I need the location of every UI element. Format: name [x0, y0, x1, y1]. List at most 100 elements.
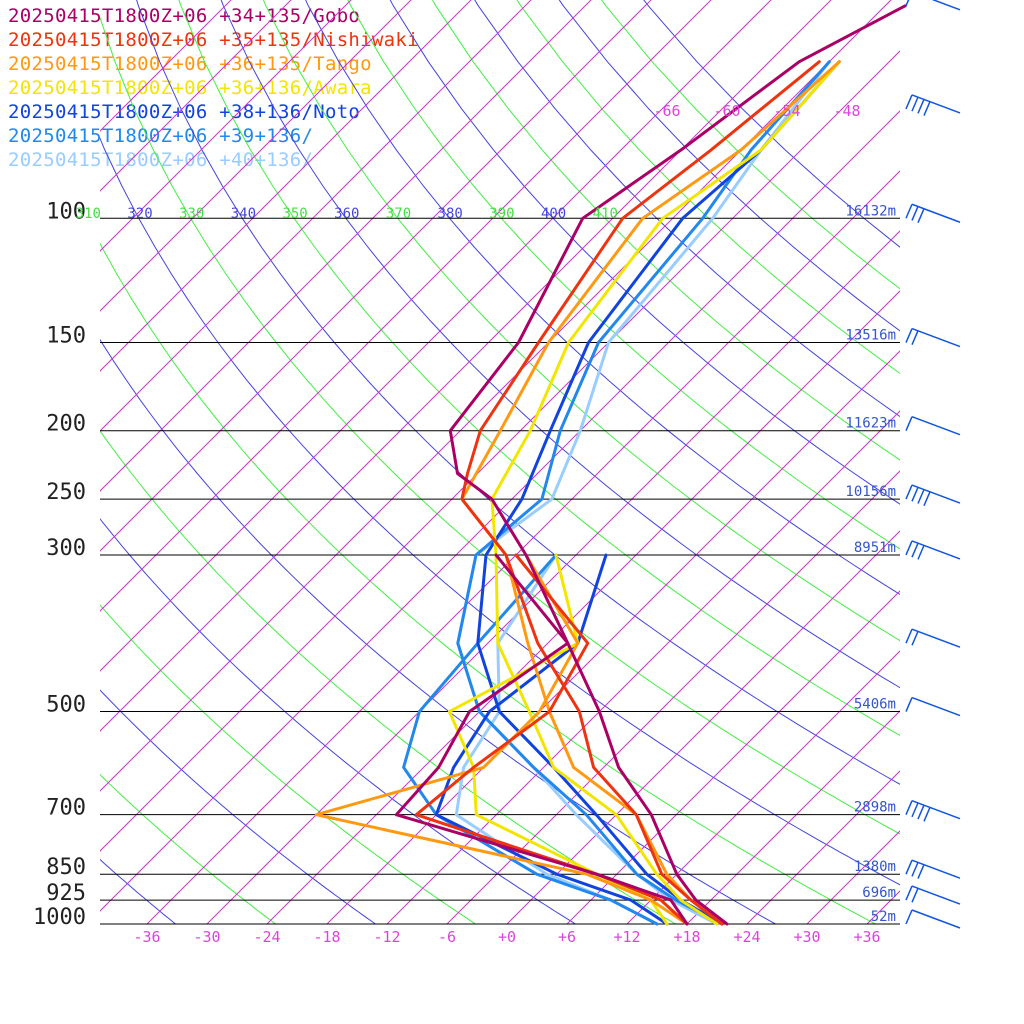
wind-barb-feather [905, 885, 913, 901]
pressure-lines [100, 217, 900, 925]
isotherm-line [100, 0, 352, 252]
wind-barb-staff [931, 0, 961, 11]
x-tick-label: +36 [853, 928, 880, 946]
x-tick-label: -18 [313, 928, 340, 946]
wind-barb-feather [905, 800, 913, 815]
height-label: 16132m [845, 203, 896, 219]
isotherm-line [326, 350, 900, 924]
isotherm-line [566, 590, 900, 924]
theta-label: 320 [127, 206, 152, 222]
theta-label: 380 [438, 206, 463, 222]
dry-adiabat-line [389, 0, 900, 505]
dewpoint-trace [414, 553, 689, 926]
theta-label: 330 [179, 206, 204, 222]
dry-adiabat-line [431, 0, 900, 461]
wind-barb-staff [911, 416, 961, 436]
pressure-tick-label: 500 [46, 693, 86, 718]
isotherm-label: -48 [833, 102, 860, 120]
wind-barb-staff [911, 799, 961, 820]
theta-label: 340 [231, 206, 256, 222]
isotherm-label: -66 [653, 102, 680, 120]
dry-adiabat-line [100, 689, 377, 924]
height-label: 10156m [845, 484, 896, 500]
dry-adiabat-line [262, 0, 900, 642]
wind-barb-staff [911, 909, 961, 929]
dewpoint-trace [402, 553, 659, 926]
wind-barb-staff [911, 484, 961, 504]
wind-barb-feather [905, 203, 913, 219]
legend-entry: 20250415T1800Z+06 +39+136/ [8, 125, 314, 147]
wind-barb-staff [911, 94, 961, 114]
isotherm-line [100, 0, 292, 192]
x-tick-label: +30 [793, 928, 820, 946]
x-tick-label: +0 [498, 928, 516, 946]
isotherm-line [987, 0, 1024, 924]
wind-barb-feather [911, 96, 919, 112]
axis-labels: 100 16132m 150 13516m 200 11623m 250 10156m 300 8… [33, 102, 896, 946]
dewpoint-trace [394, 553, 689, 926]
temperature-trace [490, 60, 841, 926]
dry-adiabat-line [136, 0, 900, 785]
wind-barb-feather [905, 628, 913, 644]
wind-barb-feather [911, 542, 919, 558]
isotherm-line [626, 650, 900, 924]
wind-barb-feather [911, 802, 919, 818]
wind-barb-staff [911, 327, 961, 348]
isotherm-line [866, 890, 900, 924]
x-tick-label: +24 [733, 928, 760, 946]
x-tick-label: -24 [253, 928, 280, 946]
pressure-tick-label: 250 [46, 480, 86, 505]
wind-barb-feather [923, 101, 931, 116]
pressure-tick-label: 100 [46, 199, 86, 224]
theta-label: 360 [334, 206, 359, 222]
isotherm-line [100, 0, 532, 432]
x-tick-label: +12 [613, 928, 640, 946]
isotherm-line [100, 0, 472, 372]
pressure-tick-label: 300 [46, 536, 86, 561]
theta-label: 350 [282, 206, 307, 222]
wind-barb-feather [917, 804, 925, 820]
wind-barbs [905, 0, 961, 929]
wind-barb-staff [911, 859, 961, 879]
x-tick-label: -12 [373, 928, 400, 946]
theta-label: 310 [76, 206, 101, 222]
wind-barb-feather [911, 631, 919, 646]
dry-adiabat-line [178, 0, 900, 737]
dry-adiabat-line [474, 0, 900, 418]
height-label: 1380m [854, 859, 896, 875]
legend-entry: 20250415T1800Z+06 +38+136/Noto [8, 101, 361, 123]
isotherm-label: -54 [773, 102, 800, 120]
temperature-trace [476, 60, 841, 926]
pressure-tick-label: 850 [46, 855, 86, 880]
isotherm-line [100, 110, 900, 912]
theta-label: 370 [386, 206, 411, 222]
wind-barb-feather [917, 208, 925, 223]
isotherm-line [446, 470, 900, 924]
x-tick-label: -6 [438, 928, 456, 946]
profile-traces [314, 4, 907, 926]
wind-barb-feather [905, 94, 913, 110]
wind-barb-feather [911, 487, 919, 502]
isotherm-line [686, 710, 900, 924]
dry-adiabat-line [100, 338, 777, 924]
wind-barb-staff [911, 628, 961, 648]
legend: 20250415T1800Z+06 +34+135/Gobo 20250415T… [8, 4, 419, 172]
isotherm-line [100, 0, 772, 672]
wind-barb-feather [911, 862, 919, 877]
dry-adiabat-line [100, 16, 900, 835]
dewpoint-trace [314, 553, 689, 926]
dry-adiabat-line [347, 0, 900, 550]
pressure-tick-label: 1000 [33, 905, 86, 930]
dry-adiabat-line [100, 604, 477, 924]
dry-adiabat-line [100, 137, 900, 886]
isotherm-line [206, 230, 900, 924]
theta-label: 390 [489, 206, 514, 222]
pressure-tick-label: 700 [46, 796, 86, 821]
legend-entry: 20250415T1800Z+06 +34+135/Gobo [8, 5, 361, 27]
dry-adiabat-line [600, 0, 900, 290]
isotherm-line [506, 530, 900, 924]
theta-label: 410 [593, 206, 618, 222]
wind-barb-feather [905, 909, 913, 925]
wind-barb-feather [911, 330, 919, 346]
